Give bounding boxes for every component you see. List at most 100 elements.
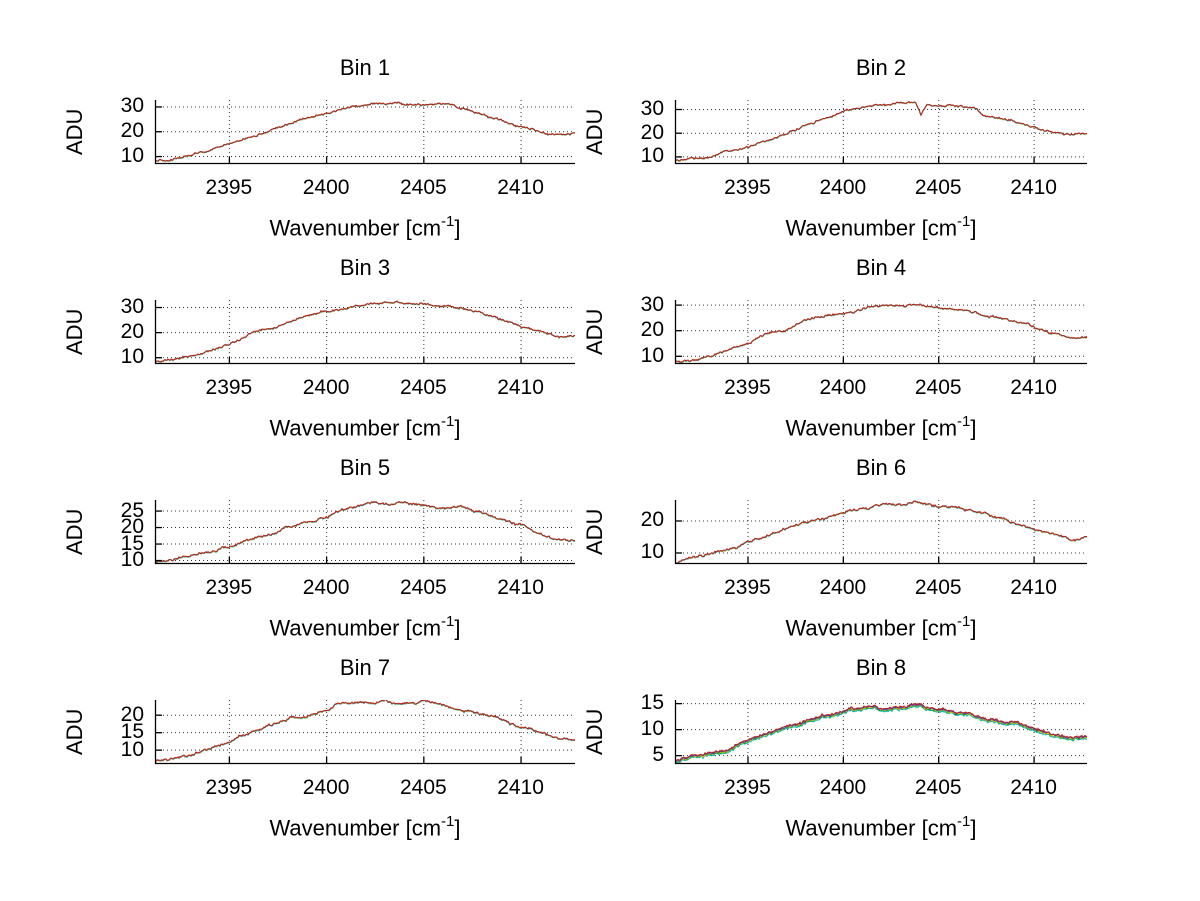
y-tick-label: 10 <box>640 717 664 741</box>
x-tick-label: 2410 <box>1010 576 1057 599</box>
y-axis-label: ADU <box>62 108 87 156</box>
spectrum-line <box>675 303 1087 364</box>
spectrum-line <box>675 703 1087 763</box>
y-axis-label: ADU <box>582 708 607 756</box>
x-axis-label-text: Wavenumber [cm <box>785 215 958 241</box>
x-tick-label: 2395 <box>724 376 771 399</box>
x-axis-label: Wavenumber [cm-1] <box>675 610 1087 641</box>
x-tick-label: 2410 <box>497 376 544 399</box>
x-tick-label: 2400 <box>302 376 350 399</box>
x-tick-label: 2400 <box>302 576 350 599</box>
x-axis-label-text: Wavenumber [cm <box>785 615 958 641</box>
spectrum-line <box>155 700 575 763</box>
spectrum-line <box>675 303 1087 363</box>
spectrum-line <box>155 300 575 363</box>
x-tick-label: 2405 <box>399 376 447 399</box>
x-axis-label-text: Wavenumber [cm <box>269 415 442 441</box>
y-tick-label: 20 <box>640 120 664 144</box>
spectrum-line <box>155 300 575 363</box>
x-axis-label: Wavenumber [cm-1] <box>155 210 575 241</box>
x-tick-label: 2405 <box>399 776 447 799</box>
x-axis-label: Wavenumber [cm-1] <box>155 810 575 841</box>
x-axis-label-text: Wavenumber [cm <box>269 215 442 241</box>
subplot-title: Bin 1 <box>339 55 391 80</box>
y-tick-label: 10 <box>640 144 664 168</box>
spectrum-line <box>155 501 575 563</box>
x-axis-label-close: ] <box>454 415 461 441</box>
spectrum-line <box>155 700 575 762</box>
x-axis-label-sup: -1 <box>441 413 455 430</box>
y-tick-label: 15 <box>120 720 144 744</box>
subplot-title: Bin 8 <box>855 655 907 680</box>
plot-area <box>674 500 1087 565</box>
y-tick-label: 10 <box>120 548 144 572</box>
y-tick-label: 20 <box>120 515 144 539</box>
x-tick-label: 2405 <box>914 776 962 799</box>
x-tick-label: 2405 <box>399 576 447 599</box>
spectrum-line <box>675 500 1087 564</box>
x-axis-label-close: ] <box>970 415 977 441</box>
spectrum-line <box>155 700 575 763</box>
x-tick-label: 2400 <box>302 776 350 799</box>
subplot-title: Bin 3 <box>339 255 391 280</box>
x-axis-label-text: Wavenumber [cm <box>269 615 442 641</box>
y-axis-label: ADU <box>582 308 607 356</box>
spectrum-line <box>675 100 1087 162</box>
x-tick-label: 2405 <box>914 176 962 199</box>
y-tick-label: 25 <box>120 498 144 522</box>
x-tick-label: 2400 <box>819 176 867 199</box>
y-tick-label: 30 <box>640 97 664 120</box>
x-axis-label-sup: -1 <box>441 613 455 630</box>
y-tick-label: 10 <box>640 540 664 564</box>
subplot-title: Bin 5 <box>339 455 391 480</box>
x-axis-label-close: ] <box>454 615 461 641</box>
spectrum-line <box>675 303 1087 363</box>
spectrum-line <box>675 702 1087 761</box>
subplot-title: Bin 2 <box>855 55 907 80</box>
y-tick-label: 10 <box>120 144 144 168</box>
y-tick-label: 20 <box>120 119 144 143</box>
x-tick-label: 2405 <box>914 376 962 399</box>
x-axis-label: Wavenumber [cm-1] <box>675 410 1087 441</box>
spectrum-line <box>155 700 575 763</box>
subplot-title: Bin 4 <box>855 255 907 280</box>
spectrum-line <box>675 500 1087 564</box>
x-tick-label: 2410 <box>497 576 544 599</box>
y-tick-label: 30 <box>120 295 144 319</box>
x-axis-label-sup: -1 <box>957 813 971 830</box>
plot-area <box>674 100 1087 165</box>
x-tick-label: 2400 <box>819 776 867 799</box>
x-tick-label: 2395 <box>205 576 253 599</box>
spectrum-line <box>155 101 575 162</box>
spectrum-line <box>675 101 1087 162</box>
y-tick-label: 10 <box>120 345 144 369</box>
y-tick-label: 20 <box>640 508 664 532</box>
x-axis-label-close: ] <box>454 815 461 841</box>
plot-area <box>154 300 575 365</box>
x-tick-label: 2400 <box>819 576 867 599</box>
x-axis-label-text: Wavenumber [cm <box>785 415 958 441</box>
plot-area <box>674 700 1087 765</box>
spectrum-line <box>675 500 1087 564</box>
y-tick-label: 30 <box>120 94 144 118</box>
y-tick-label: 20 <box>120 702 144 726</box>
x-axis-label-close: ] <box>970 615 977 641</box>
x-tick-label: 2395 <box>724 576 771 599</box>
x-tick-label: 2395 <box>205 376 253 399</box>
y-tick-label: 30 <box>640 292 664 316</box>
x-tick-label: 2410 <box>1010 376 1057 399</box>
x-axis-label-close: ] <box>970 815 977 841</box>
spectrum-line <box>675 704 1087 763</box>
x-tick-label: 2405 <box>914 576 962 599</box>
x-axis-label-close: ] <box>970 215 977 241</box>
y-axis-label: ADU <box>582 508 607 556</box>
spectrum-line <box>675 303 1087 364</box>
spectrum-line <box>675 101 1087 162</box>
x-tick-label: 2395 <box>205 176 253 199</box>
plot-area <box>154 500 575 565</box>
y-axis-label: ADU <box>582 108 607 156</box>
subplot-title: Bin 7 <box>339 655 391 680</box>
x-axis-label: Wavenumber [cm-1] <box>155 410 575 441</box>
spectrum-line <box>675 101 1087 162</box>
